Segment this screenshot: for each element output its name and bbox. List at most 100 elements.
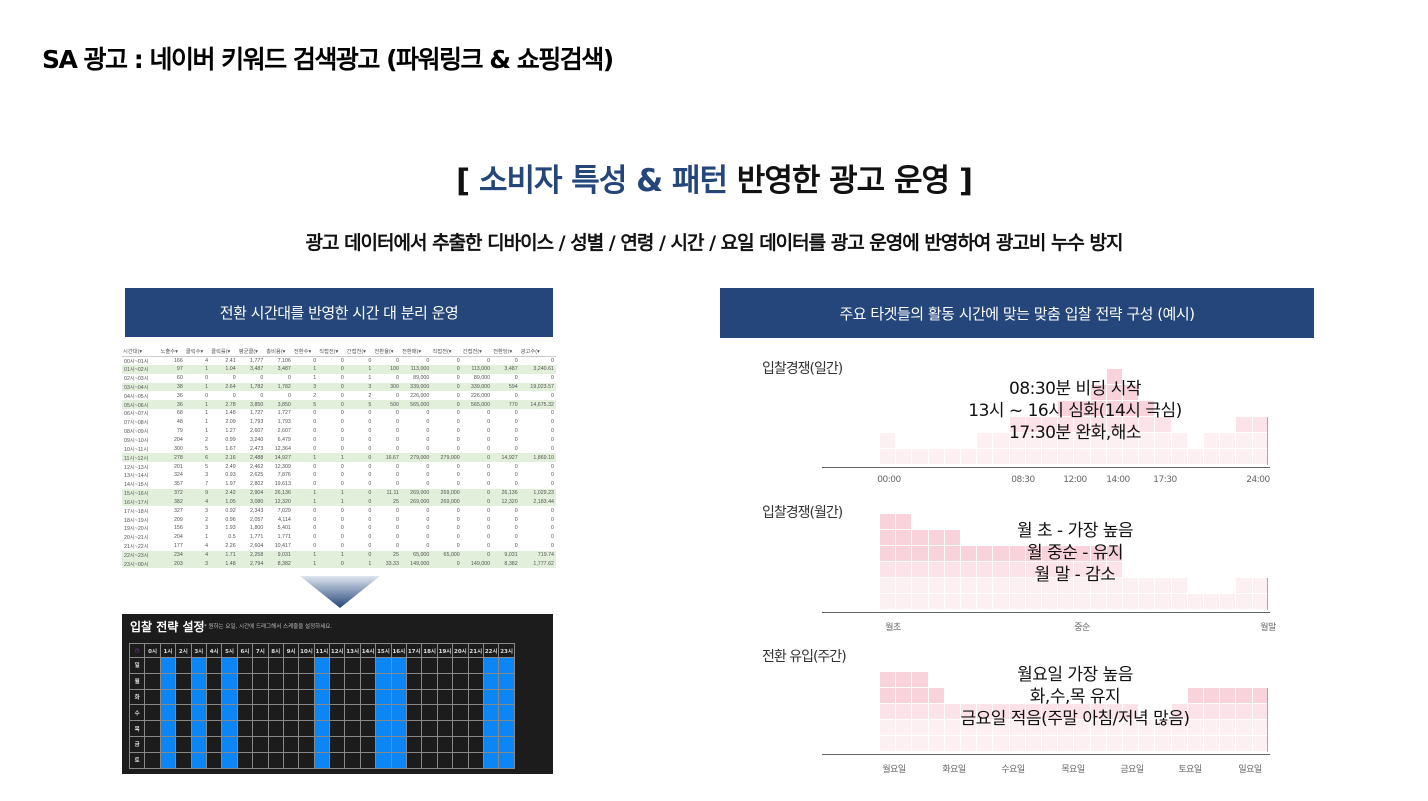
- bid-slot[interactable]: [159, 751, 177, 769]
- column-header[interactable]: 간접전(▾: [461, 347, 493, 357]
- bid-slot[interactable]: [406, 751, 423, 769]
- bid-slot[interactable]: [313, 657, 331, 674]
- bid-slot[interactable]: [482, 735, 500, 753]
- bid-slot[interactable]: [344, 735, 361, 753]
- bid-slot[interactable]: [452, 704, 469, 722]
- hour-header[interactable]: 21시: [467, 643, 484, 658]
- bid-slot[interactable]: [252, 735, 269, 753]
- day-header[interactable]: 화: [128, 688, 146, 706]
- bid-slot[interactable]: [267, 672, 284, 690]
- hour-header[interactable]: 23시: [498, 643, 515, 658]
- column-header[interactable]: 전환매(▾: [400, 347, 432, 357]
- bid-slot[interactable]: [421, 751, 438, 769]
- bid-slot[interactable]: [467, 688, 484, 706]
- bid-slot[interactable]: [375, 672, 392, 690]
- bid-slot[interactable]: [221, 704, 238, 722]
- bid-slot[interactable]: [298, 688, 315, 706]
- hour-header[interactable]: 17시: [406, 643, 423, 658]
- bid-slot[interactable]: [221, 672, 238, 690]
- bid-slot[interactable]: [221, 688, 238, 706]
- bid-slot[interactable]: [467, 720, 484, 737]
- hour-header[interactable]: 1시: [159, 643, 177, 658]
- bid-slot[interactable]: [375, 720, 392, 737]
- bid-slot[interactable]: [467, 672, 484, 690]
- bid-slot[interactable]: [390, 735, 408, 753]
- bid-slot[interactable]: [482, 751, 500, 769]
- bid-slot[interactable]: [359, 720, 377, 737]
- hour-header[interactable]: 3시: [190, 643, 207, 658]
- bid-slot[interactable]: [421, 688, 438, 706]
- column-header[interactable]: 광고수(▾: [519, 347, 556, 357]
- bid-slot[interactable]: [236, 657, 254, 674]
- bid-slot[interactable]: [144, 735, 161, 753]
- hour-header[interactable]: 9시: [282, 643, 300, 658]
- bid-slot[interactable]: [144, 657, 161, 674]
- bid-slot[interactable]: [267, 704, 284, 722]
- bid-slot[interactable]: [375, 657, 392, 674]
- bid-slot[interactable]: [482, 720, 500, 737]
- hour-header[interactable]: 6시: [236, 643, 254, 658]
- hour-header[interactable]: 22시: [482, 643, 500, 658]
- bid-slot[interactable]: [329, 720, 346, 737]
- bid-slot[interactable]: [159, 704, 177, 722]
- bid-slot[interactable]: [421, 672, 438, 690]
- bid-slot[interactable]: [282, 672, 300, 690]
- bid-slot[interactable]: [329, 704, 346, 722]
- bid-slot[interactable]: [144, 720, 161, 737]
- bid-slot[interactable]: [298, 751, 315, 769]
- hour-header[interactable]: 2시: [175, 643, 192, 658]
- bid-slot[interactable]: [252, 672, 269, 690]
- bid-slot[interactable]: [482, 657, 500, 674]
- bid-slot[interactable]: [252, 720, 269, 737]
- hour-header[interactable]: 16시: [390, 643, 408, 658]
- bid-slot[interactable]: [452, 720, 469, 737]
- bid-slot[interactable]: [344, 657, 361, 674]
- bid-slot[interactable]: [267, 735, 284, 753]
- bid-slot[interactable]: [344, 672, 361, 690]
- bid-slot[interactable]: [236, 672, 254, 690]
- bid-slot[interactable]: [190, 672, 207, 690]
- day-header[interactable]: 일: [128, 657, 146, 674]
- bid-slot[interactable]: [390, 688, 408, 706]
- bid-slot[interactable]: [390, 672, 408, 690]
- bid-slot[interactable]: [175, 735, 192, 753]
- bid-slot[interactable]: [190, 704, 207, 722]
- hour-header[interactable]: 0시: [144, 643, 161, 658]
- hour-header[interactable]: 14시: [359, 643, 377, 658]
- hour-header[interactable]: 19시: [436, 643, 454, 658]
- bid-slot[interactable]: [267, 657, 284, 674]
- bid-slot[interactable]: [236, 688, 254, 706]
- bid-slot[interactable]: [406, 704, 423, 722]
- bid-slot[interactable]: [390, 751, 408, 769]
- bid-slot[interactable]: [205, 688, 223, 706]
- column-header[interactable]: 전환수▾: [292, 347, 319, 357]
- hour-header[interactable]: 15시: [375, 643, 392, 658]
- bid-slot[interactable]: [221, 735, 238, 753]
- column-header[interactable]: 노출수▾: [159, 347, 185, 357]
- bid-slot[interactable]: [252, 688, 269, 706]
- bid-slot[interactable]: [159, 735, 177, 753]
- bid-slot[interactable]: [175, 704, 192, 722]
- bid-slot[interactable]: [498, 704, 515, 722]
- bid-slot[interactable]: [175, 688, 192, 706]
- bid-slot[interactable]: [190, 720, 207, 737]
- bid-slot[interactable]: [175, 672, 192, 690]
- bid-slot[interactable]: [359, 688, 377, 706]
- bid-slot[interactable]: [344, 720, 361, 737]
- bid-slot[interactable]: [144, 672, 161, 690]
- column-header[interactable]: 직접전(▾: [431, 347, 462, 357]
- day-header[interactable]: 금: [128, 735, 146, 753]
- bid-slot[interactable]: [375, 751, 392, 769]
- bid-slot[interactable]: [205, 704, 223, 722]
- bid-slot[interactable]: [236, 735, 254, 753]
- hour-header[interactable]: 10시: [298, 643, 315, 658]
- bid-slot[interactable]: [175, 720, 192, 737]
- bid-slot[interactable]: [159, 672, 177, 690]
- bid-slot[interactable]: [421, 704, 438, 722]
- bid-slot[interactable]: [375, 688, 392, 706]
- bid-slot[interactable]: [159, 720, 177, 737]
- bid-slot[interactable]: [359, 751, 377, 769]
- bid-slot[interactable]: [498, 688, 515, 706]
- bid-slot[interactable]: [498, 751, 515, 769]
- bid-slot[interactable]: [205, 751, 223, 769]
